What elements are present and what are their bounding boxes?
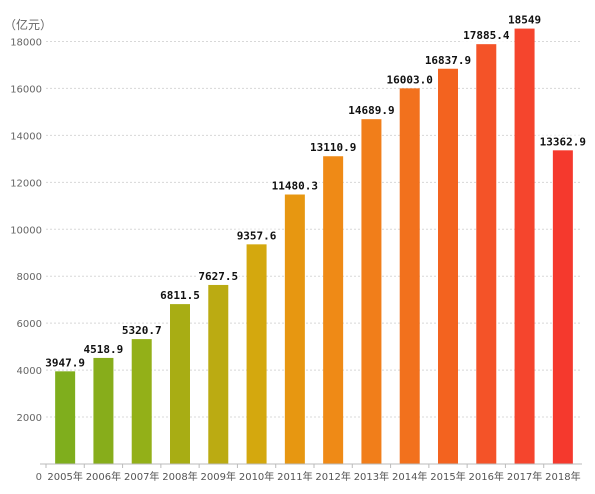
data-label-bg bbox=[461, 29, 511, 43]
bar bbox=[246, 244, 267, 464]
data-label: 13362.9 bbox=[540, 135, 586, 148]
x-tick-label: 2011年 bbox=[277, 470, 312, 483]
y-tick-label: 10000 bbox=[10, 225, 42, 236]
x-tick-label: 2010年 bbox=[239, 470, 274, 483]
y-tick-label: 18000 bbox=[10, 37, 42, 48]
bar bbox=[284, 194, 305, 464]
x-tick-label: 2018年 bbox=[545, 470, 580, 483]
bar bbox=[361, 119, 382, 465]
x-axis: 2005年 2006年 2007年 2008年 2009年 2010年 2011年 2012年… bbox=[40, 463, 582, 483]
data-label: 9357.6 bbox=[237, 229, 277, 242]
x-tick-label: 2015年 bbox=[430, 470, 465, 483]
y-tick-label: 12000 bbox=[10, 178, 42, 189]
data-label: 16003.0 bbox=[387, 73, 433, 86]
data-label: 4518.9 bbox=[84, 343, 124, 356]
bar bbox=[131, 339, 152, 464]
data-label: 14689.9 bbox=[348, 104, 394, 117]
bar bbox=[438, 68, 458, 465]
x-tick-label: 2005年 bbox=[47, 470, 82, 483]
bars bbox=[55, 28, 573, 465]
y-tick-label: 14000 bbox=[10, 131, 42, 142]
y-tick-label: 6000 bbox=[17, 319, 42, 330]
data-label-bg bbox=[423, 53, 473, 67]
data-label: 17885.4 bbox=[463, 29, 510, 42]
data-label: 5320.7 bbox=[122, 324, 162, 337]
bar bbox=[552, 150, 573, 465]
x-tick-label: 2014年 bbox=[392, 470, 427, 483]
data-label-bg bbox=[270, 179, 320, 193]
y-tick-label: 0 bbox=[36, 472, 42, 483]
data-label-bg bbox=[506, 13, 543, 27]
y-tick-label: 16000 bbox=[10, 84, 42, 95]
data-label: 3947.9 bbox=[45, 356, 85, 369]
y-axis-unit-label: （亿元） bbox=[4, 17, 52, 32]
x-tick-label: 2017年 bbox=[507, 470, 542, 483]
data-label-bg bbox=[158, 289, 202, 303]
bar bbox=[55, 371, 76, 464]
bar bbox=[399, 88, 420, 464]
x-tick-label: 2007年 bbox=[124, 470, 159, 483]
data-label-bg bbox=[346, 104, 396, 118]
y-tick-label: 8000 bbox=[17, 272, 42, 283]
data-label: 11480.3 bbox=[272, 180, 318, 193]
data-label-bg bbox=[308, 141, 358, 155]
data-label-bg bbox=[82, 342, 125, 356]
data-label-bg bbox=[120, 324, 163, 338]
x-tick-label: 2009年 bbox=[201, 470, 236, 483]
bar bbox=[476, 44, 497, 465]
y-axis: 0 2000 4000 6000 8000 10000 12000 14000 16000 180… bbox=[10, 37, 42, 483]
data-label: 6811.5 bbox=[160, 289, 200, 302]
data-label-bg bbox=[385, 73, 435, 87]
bar bbox=[323, 156, 344, 464]
data-label: 18549 bbox=[508, 14, 541, 27]
bar bbox=[208, 284, 229, 464]
x-tick-label: 2012年 bbox=[315, 470, 350, 483]
data-label-bg bbox=[44, 356, 87, 370]
data-label: 13110.9 bbox=[310, 141, 356, 154]
data-label: 16837.9 bbox=[425, 54, 471, 67]
y-tick-label: 2000 bbox=[17, 413, 42, 424]
data-label: 7627.5 bbox=[198, 270, 238, 283]
data-label-bg bbox=[538, 135, 588, 149]
gridlines bbox=[46, 40, 582, 418]
x-tick-label: 2016年 bbox=[469, 470, 504, 483]
bar bbox=[170, 304, 190, 464]
x-tick-label: 2006年 bbox=[86, 470, 121, 483]
data-label-bg bbox=[197, 269, 240, 283]
data-label-bg bbox=[235, 229, 278, 243]
x-tick-label: 2013年 bbox=[354, 470, 389, 483]
x-tick-label: 2008年 bbox=[162, 470, 197, 483]
bar bbox=[514, 28, 535, 464]
y-tick-label: 4000 bbox=[17, 366, 42, 377]
bar bbox=[93, 357, 114, 464]
